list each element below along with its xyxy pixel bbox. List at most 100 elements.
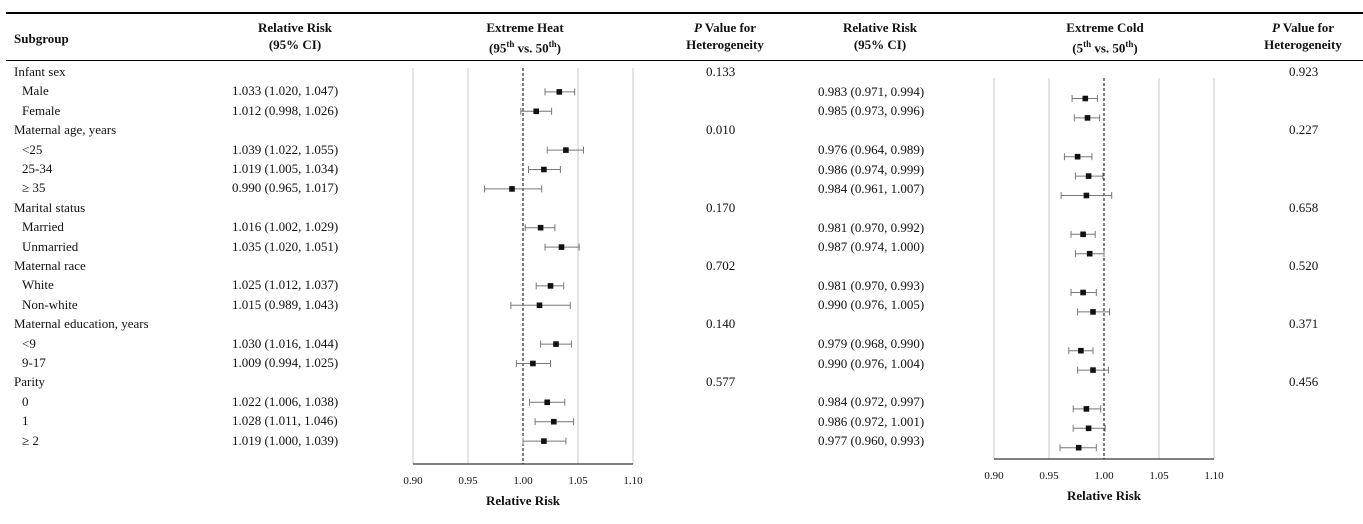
rr-heat-value: 1.019 (1.000, 1.039): [232, 432, 339, 448]
subgroup-label: <9: [22, 335, 36, 351]
rr-heat-value: 1.025 (1.012, 1.037): [232, 277, 339, 293]
rr-cold-value: 0.981 (0.970, 0.993): [818, 278, 925, 293]
cold-estimate-marker: [1083, 406, 1090, 412]
rr-heat-value: 0.990 (0.965, 1.017): [232, 180, 339, 196]
heat-point: [484, 185, 543, 193]
heat-tick-label: 1.10: [623, 475, 643, 487]
subgroup-label: Married: [22, 219, 64, 235]
header-extreme-cold: Extreme Cold (5th vs. 50th): [1020, 19, 1190, 56]
heat-point: [546, 146, 584, 154]
subgroup-label: Unmarried: [22, 238, 79, 254]
heat-estimate-marker: [551, 418, 557, 425]
heat-estimate-marker: [556, 89, 563, 95]
cold-tick-label: 0.90: [984, 470, 1004, 482]
header-subgroup: Subgroup: [14, 31, 69, 46]
heat-tick-label: 0.90: [403, 475, 423, 487]
rr-cold-value: 0.983 (0.971, 0.994): [818, 84, 925, 99]
subgroup-header: Parity: [14, 374, 46, 390]
p-value-cold: 0.923: [1289, 64, 1319, 79]
cold-point: [1077, 308, 1110, 316]
cold-estimate-marker: [1080, 289, 1086, 296]
cold-point: [1068, 347, 1094, 355]
heat-estimate-marker: [558, 244, 565, 250]
top-rule: [6, 12, 1363, 14]
rr-heat-value: 1.028 (1.011, 1.046): [232, 413, 338, 429]
cold-estimate-marker: [1090, 367, 1096, 373]
rr-cold-value: 0.986 (0.972, 1.001): [818, 413, 925, 429]
header-extreme-heat: Extreme Heat (95th vs. 50th): [440, 19, 610, 56]
rr-heat-value: 1.033 (1.020, 1.047): [232, 83, 339, 99]
rr-heat-value: 1.039 (1.022, 1.055): [232, 141, 339, 157]
p-value-cold: 0.520: [1289, 258, 1319, 273]
heat-point: [535, 282, 565, 290]
subgroup-label: 1: [22, 413, 29, 429]
cold-tick-label: 1.10: [1204, 470, 1224, 482]
cold-point: [1072, 405, 1102, 413]
header-cold-line2: (5th vs. 50th): [1072, 39, 1138, 56]
cold-estimate-marker: [1078, 347, 1084, 354]
heat-estimate-marker: [553, 341, 559, 347]
rr-cold-value: 0.984 (0.961, 1.007): [818, 181, 925, 196]
heat-point: [528, 166, 561, 173]
p-value-heat: 0.577: [706, 374, 736, 390]
p-value-cold: 0.227: [1289, 122, 1319, 138]
heat-estimate-marker: [537, 224, 544, 231]
header-rr-heat-line2: (95% CI): [268, 37, 322, 52]
subgroup-header: Maternal age, years: [14, 122, 117, 138]
heat-estimate-marker: [544, 399, 550, 406]
header-rr-heat: Relative Risk (95% CI): [215, 19, 375, 53]
subgroup-label: ≥ 2: [22, 432, 39, 448]
cold-estimate-marker: [1075, 444, 1082, 451]
cold-estimate-marker: [1085, 173, 1092, 179]
rr-cold-value: 0.986 (0.974, 0.999): [818, 161, 925, 177]
rr-heat-value: 1.035 (1.020, 1.051): [232, 238, 339, 254]
rr-cold-value: 0.984 (0.972, 0.997): [818, 394, 925, 410]
heat-point: [515, 360, 551, 367]
subgroup-header: Maternal race: [14, 258, 86, 273]
p-value-cold: 0.658: [1289, 199, 1319, 215]
heat-estimate-marker: [541, 166, 547, 173]
subgroup-label: 9-17: [22, 355, 46, 370]
heat-point: [534, 418, 575, 426]
cold-estimate-marker: [1082, 95, 1089, 102]
cold-point: [1074, 172, 1104, 180]
p-value-heat: 0.170: [706, 199, 736, 215]
header-rr-cold: Relative Risk (95% CI): [800, 19, 960, 53]
p-value-heat: 0.133: [706, 64, 736, 79]
cold-point: [1070, 289, 1097, 296]
header-cold-line1: Extreme Cold: [1066, 20, 1144, 35]
header-rr-cold-line2: (95% CI): [853, 37, 907, 52]
rr-cold-value: 0.990 (0.976, 1.004): [818, 355, 925, 371]
cold-estimate-marker: [1085, 425, 1092, 432]
header-p-cold-line2: Heterogeneity: [1264, 37, 1342, 52]
rr-cold-value: 0.976 (0.964, 0.989): [818, 142, 925, 158]
header-heat-line1: Extreme Heat: [486, 20, 564, 35]
rr-cold-value: 0.977 (0.960, 0.993): [818, 433, 925, 449]
cold-x-axis-label: Relative Risk: [1067, 488, 1142, 503]
subgroup-label: <25: [22, 141, 43, 157]
cold-tick-label: 1.05: [1149, 470, 1169, 482]
cold-point: [1072, 424, 1106, 432]
cold-point: [1074, 250, 1105, 258]
p-value-heat: 0.010: [706, 122, 736, 138]
cold-point: [1073, 114, 1101, 122]
rr-heat-value: 1.016 (1.002, 1.029): [232, 219, 339, 235]
subgroup-label: ≥ 35: [22, 180, 46, 196]
subgroup-header: Maternal education, years: [14, 316, 149, 332]
rr-cold-value: 0.979 (0.968, 0.990): [818, 336, 925, 352]
heat-x-axis-label: Relative Risk: [486, 493, 561, 508]
cold-estimate-marker: [1090, 309, 1096, 315]
heat-tick-label: 0.95: [458, 475, 478, 487]
cold-point: [1071, 95, 1098, 102]
heat-point: [529, 398, 566, 406]
rr-heat-value: 1.019 (1.005, 1.034): [232, 161, 339, 176]
heat-point: [540, 340, 572, 348]
header-p-heat: P Value for Heterogeneity: [665, 19, 785, 53]
header-p-heat-line2: Heterogeneity: [686, 37, 764, 52]
heat-estimate-marker: [547, 283, 554, 289]
rr-heat-value: 1.022 (1.006, 1.038): [232, 393, 339, 409]
subgroup-label: Male: [22, 83, 49, 99]
rr-heat-value: 1.012 (0.998, 1.026): [232, 102, 339, 118]
subgroup-label: White: [22, 277, 54, 293]
header-rr-cold-line1: Relative Risk: [842, 20, 918, 35]
